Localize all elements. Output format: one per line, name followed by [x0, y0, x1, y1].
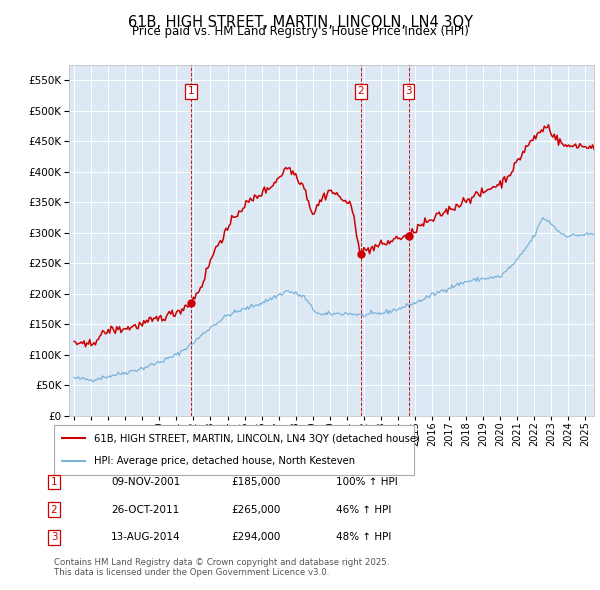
Text: Price paid vs. HM Land Registry's House Price Index (HPI): Price paid vs. HM Land Registry's House … — [131, 25, 469, 38]
Text: 1: 1 — [188, 86, 194, 96]
Text: £185,000: £185,000 — [231, 477, 280, 487]
Text: 26-OCT-2011: 26-OCT-2011 — [111, 505, 179, 514]
Text: 2: 2 — [50, 505, 58, 514]
Text: 3: 3 — [405, 86, 412, 96]
Text: 61B, HIGH STREET, MARTIN, LINCOLN, LN4 3QY (detached house): 61B, HIGH STREET, MARTIN, LINCOLN, LN4 3… — [94, 433, 419, 443]
Text: 1: 1 — [50, 477, 58, 487]
Text: 3: 3 — [50, 533, 58, 542]
Text: HPI: Average price, detached house, North Kesteven: HPI: Average price, detached house, Nort… — [94, 457, 355, 467]
Text: 09-NOV-2001: 09-NOV-2001 — [111, 477, 180, 487]
Text: 46% ↑ HPI: 46% ↑ HPI — [336, 505, 391, 514]
Text: 100% ↑ HPI: 100% ↑ HPI — [336, 477, 398, 487]
Text: £294,000: £294,000 — [231, 533, 280, 542]
Text: 61B, HIGH STREET, MARTIN, LINCOLN, LN4 3QY: 61B, HIGH STREET, MARTIN, LINCOLN, LN4 3… — [128, 15, 473, 30]
FancyBboxPatch shape — [54, 425, 414, 475]
Text: Contains HM Land Registry data © Crown copyright and database right 2025.
This d: Contains HM Land Registry data © Crown c… — [54, 558, 389, 577]
Text: £265,000: £265,000 — [231, 505, 280, 514]
Text: 2: 2 — [358, 86, 364, 96]
Text: 13-AUG-2014: 13-AUG-2014 — [111, 533, 181, 542]
Text: 48% ↑ HPI: 48% ↑ HPI — [336, 533, 391, 542]
